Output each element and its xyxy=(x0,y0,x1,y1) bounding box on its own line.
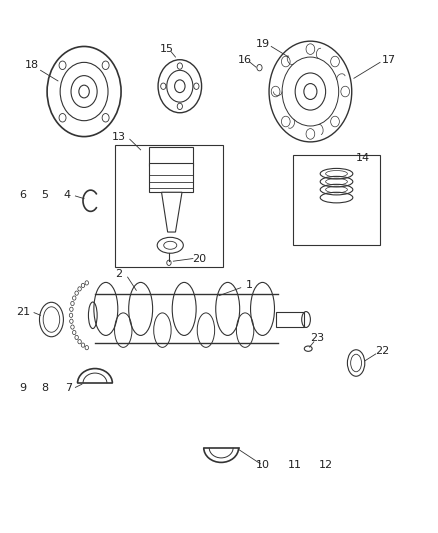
Text: 21: 21 xyxy=(16,306,30,317)
Text: 16: 16 xyxy=(238,55,252,64)
Text: 4: 4 xyxy=(63,190,70,200)
Bar xyxy=(115,144,223,266)
Bar xyxy=(149,147,193,166)
Text: 6: 6 xyxy=(20,190,27,200)
Text: 15: 15 xyxy=(160,44,174,54)
Bar xyxy=(293,155,380,245)
Text: 1: 1 xyxy=(246,280,253,290)
Text: 12: 12 xyxy=(318,461,333,470)
Text: 17: 17 xyxy=(381,55,396,64)
Text: 18: 18 xyxy=(25,60,39,70)
Text: 10: 10 xyxy=(255,461,269,470)
Text: 14: 14 xyxy=(356,153,370,163)
Bar xyxy=(276,312,304,327)
Text: 2: 2 xyxy=(115,270,123,279)
Text: 13: 13 xyxy=(112,132,126,142)
Bar xyxy=(149,163,193,192)
Text: 20: 20 xyxy=(192,254,206,263)
Text: 7: 7 xyxy=(65,383,72,393)
Text: 8: 8 xyxy=(41,383,49,393)
Text: 5: 5 xyxy=(42,190,49,200)
Text: 11: 11 xyxy=(288,461,302,470)
Text: 23: 23 xyxy=(310,333,324,343)
Text: 19: 19 xyxy=(255,39,269,49)
Text: 22: 22 xyxy=(375,346,389,357)
Text: 9: 9 xyxy=(20,383,27,393)
Polygon shape xyxy=(162,192,182,232)
